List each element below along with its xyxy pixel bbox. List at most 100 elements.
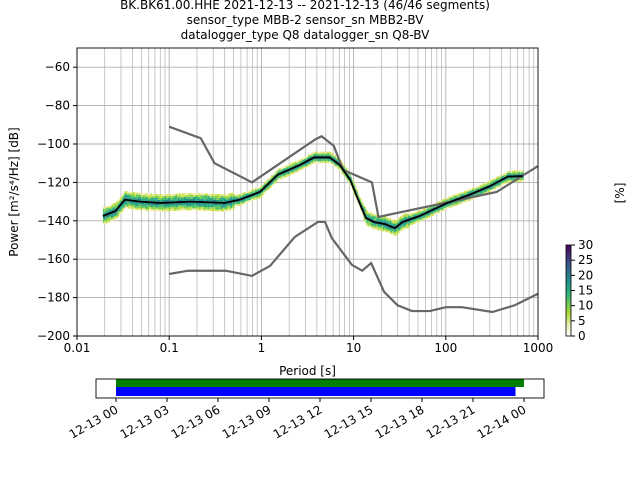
histogram-cell (104, 206, 106, 209)
histogram-cell (450, 195, 453, 198)
histogram-cell (276, 177, 279, 180)
histogram-cell (326, 151, 328, 154)
histogram-cell (306, 155, 309, 158)
histogram-cell (278, 178, 280, 181)
histogram-cell (365, 215, 368, 218)
histogram-cell (479, 192, 482, 195)
histogram-cell (386, 230, 388, 233)
histogram-cell (445, 199, 447, 202)
histogram-cell (372, 219, 374, 222)
histogram-cell (447, 199, 449, 201)
histogram-cell (424, 217, 426, 220)
histogram-cell (154, 209, 157, 212)
histogram-cell (242, 200, 244, 203)
histogram-cell (391, 232, 393, 235)
histogram-cell (243, 194, 245, 197)
histogram-cell (408, 221, 410, 224)
histogram-cell (343, 174, 346, 177)
histogram-cell (210, 207, 212, 210)
histogram-cell (518, 170, 521, 173)
histogram-cell (380, 227, 383, 230)
histogram-cell (218, 194, 220, 196)
histogram-cell (197, 202, 199, 205)
histogram-cell (290, 163, 293, 166)
histogram-cell (338, 165, 340, 168)
histogram-cell (477, 193, 479, 196)
histogram-cell (362, 207, 364, 210)
histogram-cell (140, 206, 143, 209)
histogram-cell (510, 178, 513, 181)
histogram-cell (328, 161, 331, 164)
histogram-cell (152, 197, 154, 200)
histogram-cell (259, 192, 262, 194)
histogram-cell (297, 162, 300, 165)
histogram-cell (313, 155, 316, 158)
histogram-cell (139, 196, 142, 199)
histogram-cell (475, 186, 477, 189)
histogram-cell (157, 205, 159, 208)
histogram-cell (506, 173, 508, 176)
histogram-cell (412, 218, 415, 221)
histogram-cell (169, 205, 172, 208)
histogram-cell (457, 202, 460, 205)
histogram-cell (435, 202, 438, 205)
histogram-cell (479, 190, 482, 193)
histogram-cell (138, 208, 141, 211)
histogram-cell (317, 161, 319, 164)
histogram-cell (318, 151, 320, 154)
histogram-cell (119, 211, 121, 214)
histogram-cell (250, 195, 252, 198)
histogram-cell (215, 209, 218, 212)
histogram-cell (205, 197, 207, 200)
histogram-cell (441, 205, 444, 208)
histogram-cell (153, 207, 156, 210)
histogram-cell (170, 207, 173, 210)
histogram-cell (321, 157, 324, 160)
histogram-cell (278, 168, 280, 171)
y-tick-label: −180 (37, 291, 70, 305)
histogram-cell (130, 193, 132, 196)
histogram-cell (302, 167, 304, 170)
histogram-cell (190, 198, 192, 201)
histogram-cell (245, 201, 248, 204)
histogram-cell (476, 188, 478, 190)
histogram-cell (255, 195, 257, 198)
histogram-cell (486, 191, 489, 194)
histogram-cell (400, 223, 402, 226)
histogram-cell (326, 153, 328, 156)
histogram-cell (220, 199, 222, 202)
histogram-cell (122, 195, 124, 198)
histogram-cell (288, 173, 290, 176)
histogram-cell (509, 176, 512, 179)
histogram-cell (155, 209, 158, 212)
histogram-cell (401, 228, 403, 231)
histogram-cell (204, 203, 206, 206)
histogram-cell (305, 163, 308, 166)
histogram-cell (204, 199, 206, 202)
histogram-cell (516, 174, 519, 177)
histogram-cell (366, 210, 369, 213)
coverage-tick-label: 12-13 09 (220, 402, 274, 441)
histogram-cell (468, 189, 470, 192)
histogram-cell (123, 194, 126, 197)
histogram-cell (204, 193, 206, 196)
y-axis-label: Power [m²/s⁴/Hz] [dB] (7, 127, 21, 256)
histogram-cell (448, 204, 451, 207)
histogram-cell (309, 156, 311, 158)
histogram-cell (248, 198, 250, 201)
histogram-cell (121, 195, 123, 198)
histogram-cell (105, 212, 107, 215)
histogram-cell (260, 190, 263, 193)
histogram-cell (468, 191, 470, 194)
histogram-cell (354, 184, 356, 186)
histogram-cell (174, 209, 176, 211)
histogram-cell (115, 202, 117, 205)
histogram-cell (222, 207, 225, 210)
histogram-cell (388, 221, 391, 224)
histogram-cell (240, 195, 242, 198)
histogram-cell (145, 202, 147, 205)
histogram-cell (199, 195, 202, 198)
histogram-cell (479, 184, 482, 187)
histogram-cell (388, 229, 391, 232)
histogram-cell (106, 219, 108, 222)
